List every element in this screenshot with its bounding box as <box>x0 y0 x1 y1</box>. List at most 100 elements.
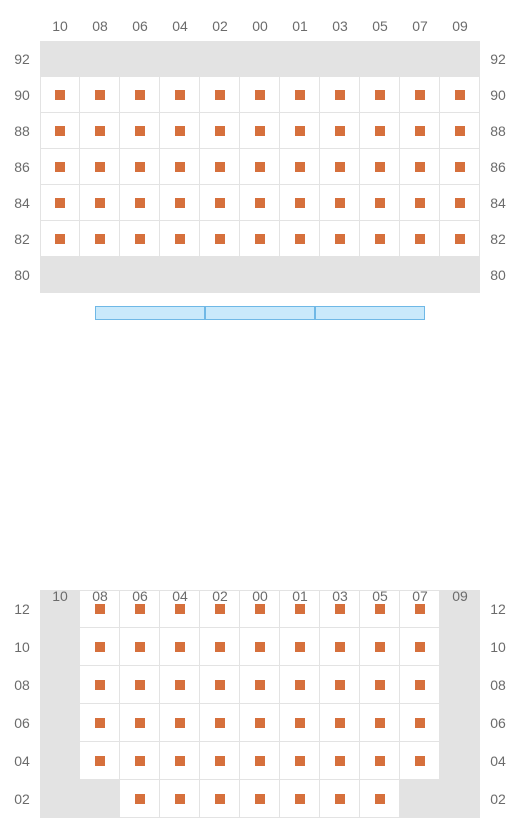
seat-cell[interactable] <box>240 666 280 704</box>
seat-cell[interactable] <box>200 221 240 257</box>
seat-cell[interactable] <box>240 221 280 257</box>
seat-cell[interactable] <box>440 113 480 149</box>
seat-cell[interactable] <box>320 780 360 818</box>
seat-cell[interactable] <box>200 185 240 221</box>
seat-cell[interactable] <box>240 780 280 818</box>
seat-cell[interactable] <box>120 780 160 818</box>
seat-icon <box>175 162 185 172</box>
seat-cell[interactable] <box>160 742 200 780</box>
seat-cell[interactable] <box>400 149 440 185</box>
seat-cell[interactable] <box>360 113 400 149</box>
seat-cell[interactable] <box>320 113 360 149</box>
seat-cell[interactable] <box>440 221 480 257</box>
seat-cell[interactable] <box>280 742 320 780</box>
seat-cell[interactable] <box>400 77 440 113</box>
seat-cell[interactable] <box>120 221 160 257</box>
seat-cell[interactable] <box>80 149 120 185</box>
seat-cell[interactable] <box>320 704 360 742</box>
seat-cell[interactable] <box>240 704 280 742</box>
seat-cell[interactable] <box>280 113 320 149</box>
seat-cell[interactable] <box>280 780 320 818</box>
seat-cell[interactable] <box>200 149 240 185</box>
seat-cell[interactable] <box>200 628 240 666</box>
seat-cell[interactable] <box>440 149 480 185</box>
seat-cell[interactable] <box>80 185 120 221</box>
seat-cell[interactable] <box>120 704 160 742</box>
seat-cell[interactable] <box>80 742 120 780</box>
seat-cell[interactable] <box>40 149 80 185</box>
seat-cell[interactable] <box>240 113 280 149</box>
seat-cell[interactable] <box>120 149 160 185</box>
seat-cell[interactable] <box>160 780 200 818</box>
seat-cell[interactable] <box>360 221 400 257</box>
seat-cell[interactable] <box>320 742 360 780</box>
seat-cell[interactable] <box>80 666 120 704</box>
row-label: 08 <box>484 677 512 693</box>
seat-cell[interactable] <box>320 628 360 666</box>
seat-cell[interactable] <box>120 742 160 780</box>
seat-cell[interactable] <box>200 780 240 818</box>
seat-cell[interactable] <box>160 704 200 742</box>
seat-cell[interactable] <box>400 742 440 780</box>
seat-cell[interactable] <box>120 77 160 113</box>
seat-cell[interactable] <box>200 742 240 780</box>
seat-cell[interactable] <box>280 704 320 742</box>
seat-cell[interactable] <box>120 666 160 704</box>
seat-cell[interactable] <box>400 628 440 666</box>
seat-cell[interactable] <box>160 221 200 257</box>
seat-cell[interactable] <box>80 221 120 257</box>
seat-cell[interactable] <box>160 149 200 185</box>
seat-cell[interactable] <box>360 185 400 221</box>
seat-cell[interactable] <box>280 666 320 704</box>
seat-cell[interactable] <box>360 704 400 742</box>
seat-cell[interactable] <box>240 185 280 221</box>
seat-cell[interactable] <box>200 113 240 149</box>
seat-cell[interactable] <box>160 628 200 666</box>
seat-cell[interactable] <box>200 666 240 704</box>
seat-cell[interactable] <box>200 704 240 742</box>
seat-cell[interactable] <box>440 185 480 221</box>
seat-cell[interactable] <box>400 113 440 149</box>
seat-cell[interactable] <box>240 742 280 780</box>
seat-cell[interactable] <box>360 628 400 666</box>
seat-cell[interactable] <box>80 704 120 742</box>
seat-cell[interactable] <box>320 221 360 257</box>
seat-cell[interactable] <box>160 77 200 113</box>
seat-cell[interactable] <box>320 77 360 113</box>
seat-cell[interactable] <box>400 704 440 742</box>
seat-cell[interactable] <box>40 77 80 113</box>
seat-cell[interactable] <box>160 113 200 149</box>
seat-cell[interactable] <box>320 666 360 704</box>
seat-cell[interactable] <box>40 113 80 149</box>
seat-cell[interactable] <box>80 628 120 666</box>
seat-cell[interactable] <box>80 77 120 113</box>
seat-cell[interactable] <box>360 666 400 704</box>
seat-cell[interactable] <box>120 113 160 149</box>
seat-cell[interactable] <box>160 666 200 704</box>
seat-cell[interactable] <box>360 780 400 818</box>
seat-cell[interactable] <box>280 628 320 666</box>
seat-cell[interactable] <box>240 77 280 113</box>
seat-cell[interactable] <box>280 149 320 185</box>
seat-cell[interactable] <box>160 185 200 221</box>
seat-cell[interactable] <box>400 666 440 704</box>
seat-cell[interactable] <box>400 185 440 221</box>
seat-cell[interactable] <box>360 149 400 185</box>
seat-cell[interactable] <box>360 77 400 113</box>
seat-cell[interactable] <box>280 77 320 113</box>
seat-cell[interactable] <box>320 149 360 185</box>
seat-cell[interactable] <box>240 149 280 185</box>
seat-cell[interactable] <box>240 628 280 666</box>
seat-cell[interactable] <box>120 628 160 666</box>
seat-cell[interactable] <box>360 742 400 780</box>
seat-cell[interactable] <box>280 185 320 221</box>
seat-cell[interactable] <box>320 185 360 221</box>
seat-cell[interactable] <box>200 77 240 113</box>
seat-cell[interactable] <box>280 221 320 257</box>
seat-cell[interactable] <box>80 113 120 149</box>
seat-cell[interactable] <box>40 221 80 257</box>
seat-cell[interactable] <box>120 185 160 221</box>
seat-cell[interactable] <box>440 77 480 113</box>
seat-cell[interactable] <box>400 221 440 257</box>
seat-cell[interactable] <box>40 185 80 221</box>
